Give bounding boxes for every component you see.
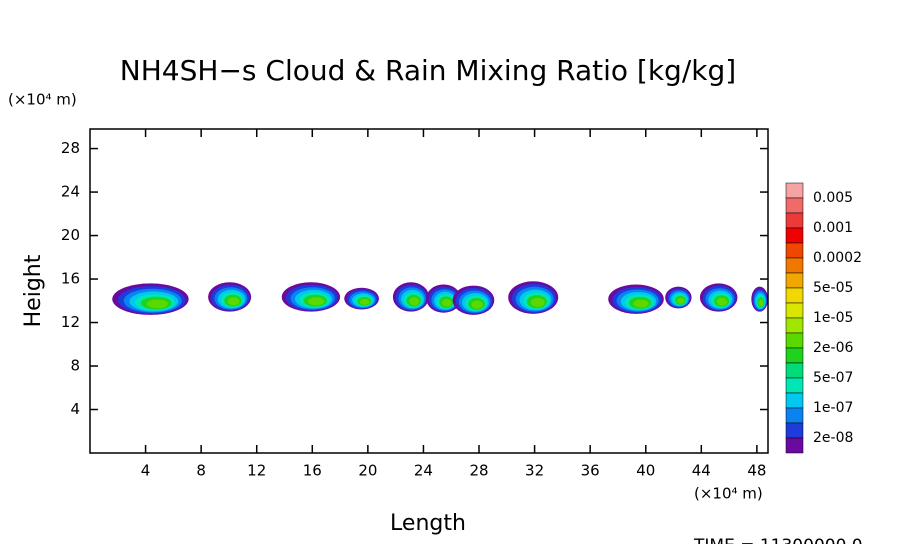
x-axis-label: Length [390, 511, 466, 536]
colorbar-swatch [785, 227, 804, 244]
colorbar-swatch [785, 392, 804, 409]
y-tick-label: 8 [70, 357, 80, 375]
colorbar-label: 2e-08 [813, 430, 853, 446]
x-tick-label: 32 [525, 462, 544, 480]
colorbar-swatch [785, 197, 804, 214]
colorbar-label: 0.005 [813, 190, 853, 206]
x-tick-label: 12 [247, 462, 266, 480]
cloud-contour [359, 298, 370, 305]
x-unit: (×10⁴ m) [694, 485, 763, 503]
x-tick-label: 36 [581, 462, 600, 480]
colorbar-swatch [785, 287, 804, 304]
cloud-contour [409, 297, 420, 306]
colorbar-label: 5e-05 [813, 280, 853, 296]
colorbar-label: 5e-07 [813, 370, 853, 386]
colorbar-swatch [785, 377, 804, 394]
y-tick-label: 4 [70, 400, 80, 418]
colorbar-swatch [785, 182, 804, 199]
colorbar-swatch [785, 347, 804, 364]
cloud-contour [471, 300, 484, 309]
x-tick-label: 8 [196, 462, 206, 480]
y-tick-label: 24 [61, 183, 80, 201]
x-tick-label: 20 [358, 462, 377, 480]
colorbar-swatch [785, 407, 804, 424]
x-tick-label: 4 [141, 462, 151, 480]
x-tick-label: 40 [636, 462, 655, 480]
colorbar-swatch [785, 302, 804, 319]
cloud-contour [758, 299, 764, 307]
plot-frame [89, 128, 769, 454]
colorbar-swatch [785, 362, 804, 379]
cloud-contour [307, 297, 325, 306]
time-label: TIME = 11300000.0 [693, 536, 863, 544]
colorbar-label: 1e-07 [813, 400, 853, 416]
colorbar-label: 0.0002 [813, 250, 862, 266]
x-tick-label: 28 [469, 462, 488, 480]
x-tick-label: 16 [303, 462, 322, 480]
colorbar-swatch [785, 332, 804, 349]
y-tick-label: 12 [61, 313, 80, 331]
chart-title: NH4SH−s Cloud & Rain Mixing Ratio [kg/kg… [120, 54, 736, 87]
x-tick-label: 24 [414, 462, 433, 480]
colorbar-label: 2e-06 [813, 340, 853, 356]
colorbar-label: 1e-05 [813, 310, 853, 326]
colorbar-swatch [785, 437, 804, 454]
x-tick-label: 48 [747, 462, 766, 480]
cloud-contour [227, 297, 240, 306]
y-unit: (×10⁴ m) [8, 91, 77, 109]
cloud-contour [530, 297, 545, 307]
x-tick-label: 44 [692, 462, 711, 480]
colorbar-label: 0.001 [813, 220, 853, 236]
y-tick-label: 20 [61, 226, 80, 244]
colorbar-swatch [785, 242, 804, 259]
colorbar-swatch [785, 272, 804, 289]
colorbar-swatch [785, 257, 804, 274]
colorbar-swatch [785, 422, 804, 439]
cloud-contour [441, 298, 452, 307]
cloud-contour [716, 297, 728, 306]
y-tick-label: 28 [61, 139, 80, 157]
colorbar-swatch [785, 212, 804, 229]
cloud-contour [146, 299, 169, 309]
y-tick-label: 16 [61, 270, 80, 288]
cloud-contour [633, 299, 649, 308]
y-axis-label: Height [21, 254, 46, 327]
colorbar-swatch [785, 317, 804, 334]
cloud-contour [677, 297, 685, 304]
